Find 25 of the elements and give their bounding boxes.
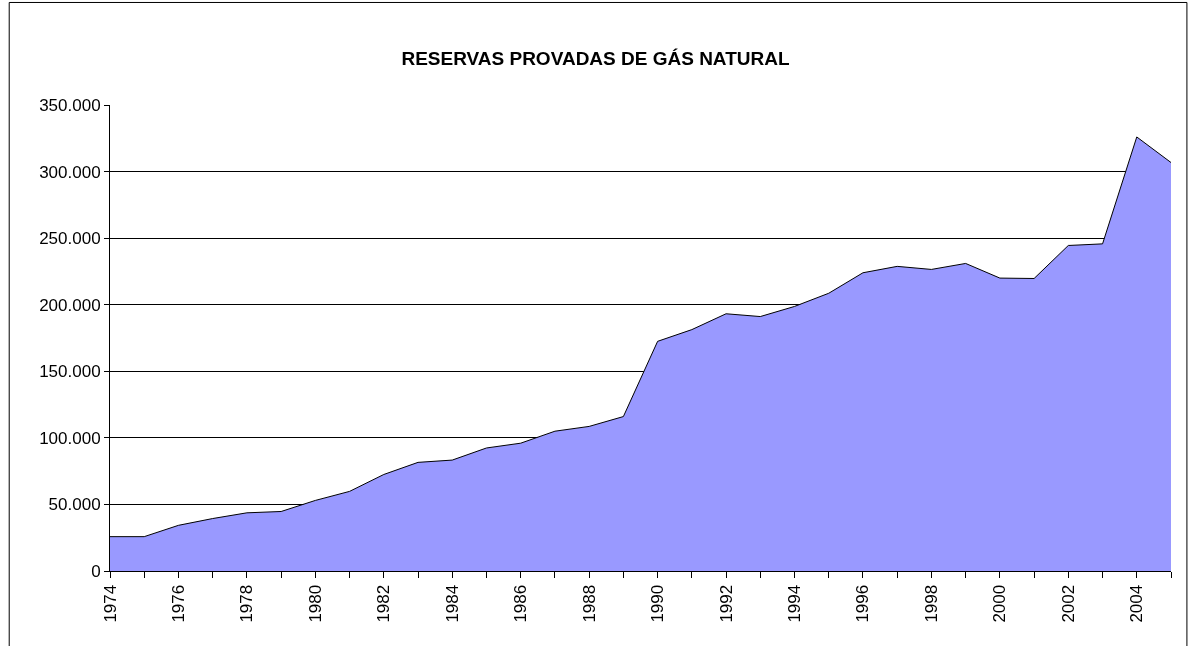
x-tick-label: 2004 — [1127, 584, 1147, 623]
x-tick-label: 1994 — [785, 584, 805, 623]
x-tick-label: 1988 — [579, 584, 599, 623]
x-tick-label: 1976 — [168, 584, 188, 623]
x-tick-label: 1992 — [716, 584, 736, 623]
chart-title: RESERVAS PROVADAS DE GÁS NATURAL — [401, 47, 790, 69]
y-tick-label: 100.000 — [39, 428, 101, 448]
x-tick-label: 1982 — [374, 584, 394, 623]
x-tick-label: 1984 — [442, 584, 462, 623]
x-tick-label: 1986 — [511, 584, 531, 623]
x-tick-label: 2000 — [990, 584, 1010, 623]
y-tick-label: 150.000 — [39, 362, 101, 382]
x-tick-label: 1974 — [100, 584, 120, 623]
x-tick-label: 1998 — [921, 584, 941, 623]
x-tick-label: 1990 — [648, 584, 668, 623]
y-tick-label: 250.000 — [39, 229, 101, 249]
y-tick-label: 300.000 — [39, 162, 101, 182]
x-tick-label: 2002 — [1058, 584, 1078, 623]
y-tick-label: 0 — [91, 561, 101, 581]
x-tick-label: 1996 — [853, 584, 873, 623]
x-tick-label: 1980 — [305, 584, 325, 623]
y-tick-label: 50.000 — [48, 495, 101, 515]
y-tick-label: 200.000 — [39, 295, 101, 315]
x-tick-label: 1978 — [237, 584, 257, 623]
y-tick-label: 350.000 — [39, 95, 101, 115]
